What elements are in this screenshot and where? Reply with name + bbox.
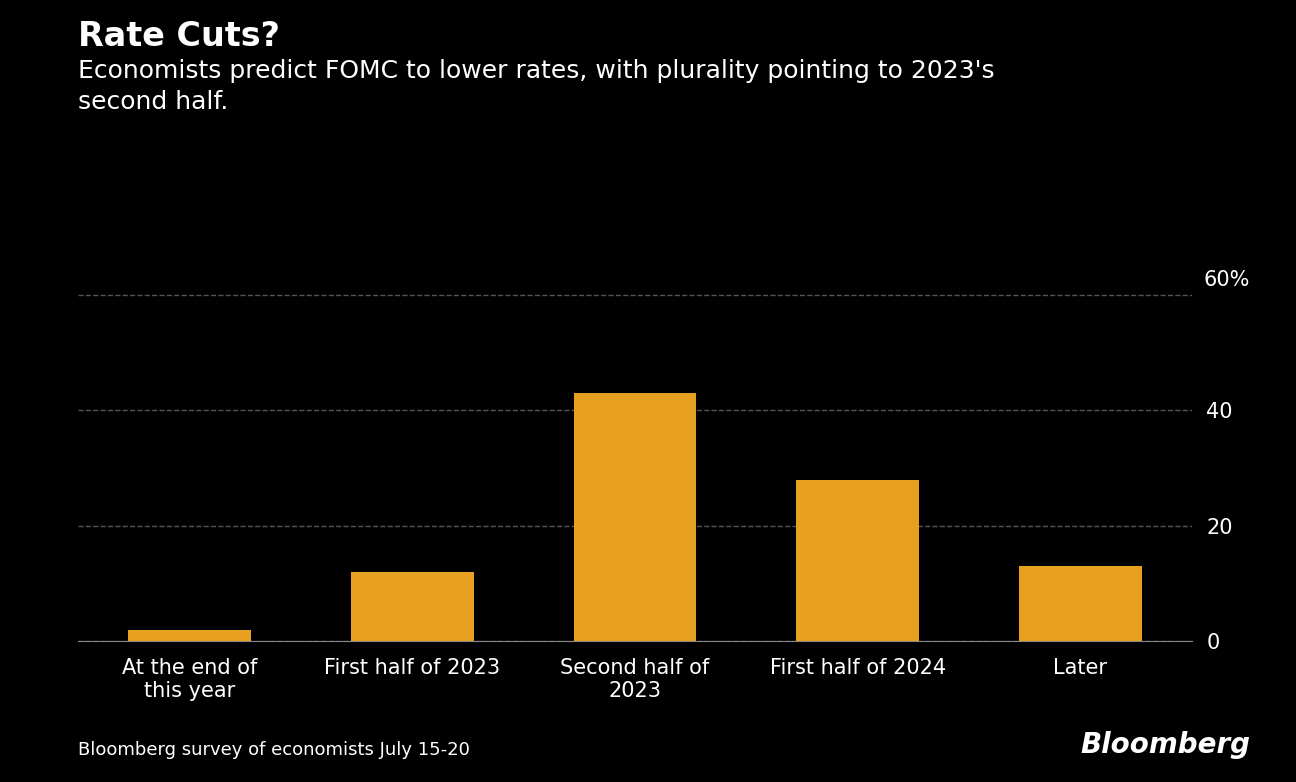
Bar	[1019, 566, 1142, 641]
Bar	[797, 479, 919, 641]
Bar	[574, 393, 696, 641]
Bar	[351, 572, 473, 641]
Text: 60%: 60%	[1204, 270, 1249, 290]
Bar	[128, 630, 251, 641]
Text: Economists predict FOMC to lower rates, with plurality pointing to 2023's
second: Economists predict FOMC to lower rates, …	[78, 59, 994, 114]
Text: Rate Cuts?: Rate Cuts?	[78, 20, 280, 52]
Text: Bloomberg survey of economists July 15-20: Bloomberg survey of economists July 15-2…	[78, 741, 469, 759]
Text: Bloomberg: Bloomberg	[1081, 730, 1251, 759]
